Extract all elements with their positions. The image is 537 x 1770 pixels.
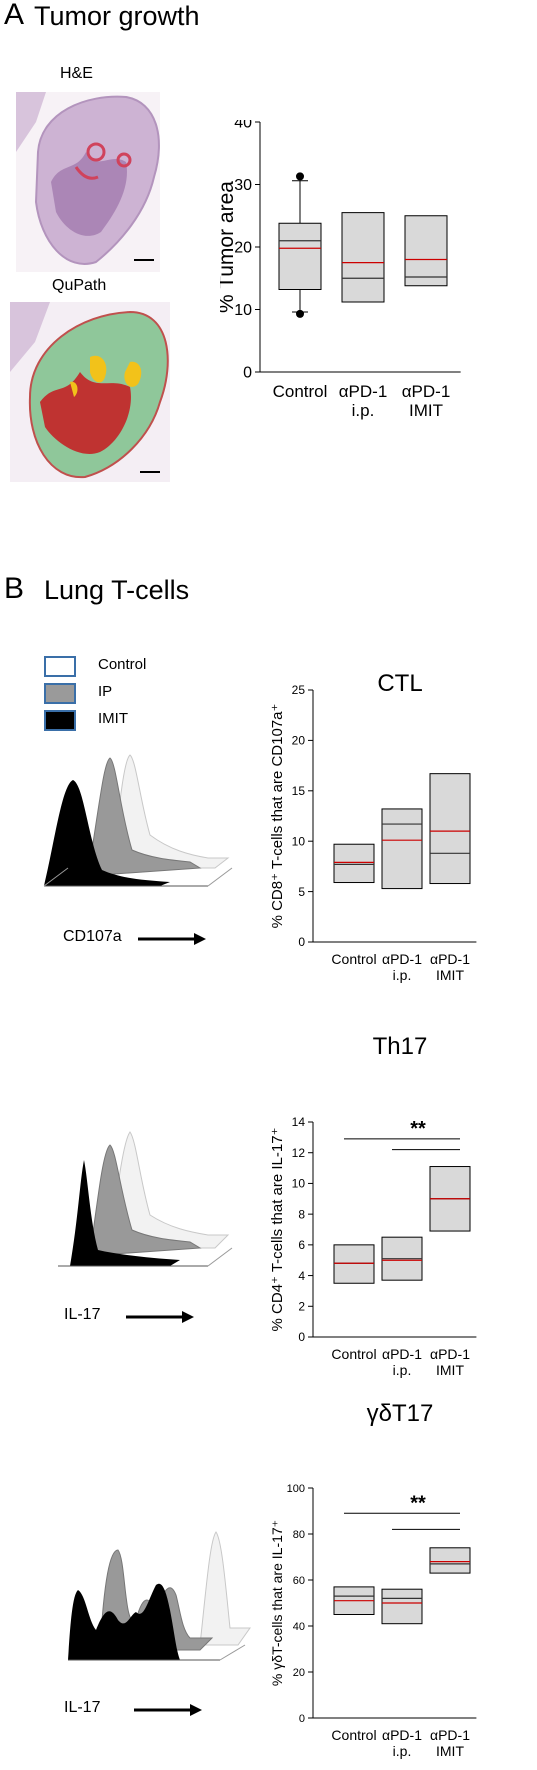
y-tick-label: 4 bbox=[298, 1269, 305, 1283]
box-0 bbox=[333, 843, 375, 884]
y-axis-label: % Tumor area bbox=[220, 181, 238, 313]
box-2 bbox=[429, 773, 471, 885]
category-label-line2: i.p. bbox=[393, 1362, 412, 1378]
qupath-segmentation-image bbox=[10, 302, 170, 482]
box-1 bbox=[341, 212, 385, 303]
category-label: αPD-1 bbox=[402, 382, 451, 401]
category-label: Control bbox=[273, 382, 328, 401]
legend-label-ip: IP bbox=[98, 683, 113, 700]
category-label: αPD-1 bbox=[430, 951, 470, 967]
y-tick-label: 20 bbox=[292, 734, 306, 748]
il17-histogram-th17 bbox=[58, 1131, 233, 1267]
y-tick-label: 6 bbox=[298, 1238, 305, 1252]
he-tissue-image bbox=[16, 92, 160, 272]
ctl-chart-title: CTL bbox=[377, 670, 423, 697]
category-label: αPD-1 bbox=[382, 1727, 422, 1743]
cd107a-arrow-icon bbox=[138, 933, 206, 945]
th17-chart: 0 2 4 6 8 10 12 14 % CD4⁺ T-cells that are IL-17… bbox=[269, 1115, 477, 1378]
category-label-line2: i.p. bbox=[393, 1743, 412, 1759]
y-tick-label: 30 bbox=[234, 177, 252, 194]
category-label-line2: IMIT bbox=[436, 967, 464, 983]
category-label: αPD-1 bbox=[382, 951, 422, 967]
legend-swatch-imit bbox=[44, 710, 76, 731]
y-tick-label: 0 bbox=[298, 935, 305, 949]
y-tick-label: 15 bbox=[292, 784, 306, 798]
outlier-point bbox=[296, 172, 304, 181]
y-tick-label: 5 bbox=[298, 885, 305, 899]
y-tick-label: 25 bbox=[292, 683, 306, 697]
y-tick-label: 60 bbox=[293, 1575, 305, 1587]
ctl-chart: 0 5 10 15 20 25 % CD8⁺ T-cells that are CD107a… bbox=[269, 683, 477, 983]
legend-swatch-ip bbox=[44, 683, 76, 704]
y-tick-label: 0 bbox=[243, 365, 252, 382]
il17-arrow-icon-gdt17 bbox=[134, 1704, 202, 1716]
y-tick-label: 12 bbox=[292, 1146, 306, 1160]
category-label: Control bbox=[331, 1346, 376, 1362]
y-tick-label: 14 bbox=[292, 1115, 306, 1129]
legend-label-control: Control bbox=[98, 656, 147, 673]
y-tick-label: 0 bbox=[298, 1330, 305, 1344]
he-image-label: H&E bbox=[60, 65, 93, 82]
box-2 bbox=[404, 215, 448, 287]
y-tick-label: 40 bbox=[234, 120, 252, 132]
panel-a-letter: A bbox=[4, 0, 25, 31]
gdt17-chart: 0 20 40 60 80 100 % γδT-cells that are IL-17⁺ C… bbox=[269, 1483, 477, 1759]
qupath-image-label: QuPath bbox=[52, 277, 107, 294]
il17-axis-label-gdt17: IL-17 bbox=[64, 1699, 101, 1716]
box-0 bbox=[278, 222, 322, 290]
category-label: αPD-1 bbox=[430, 1727, 470, 1743]
legend-label-imit: IMIT bbox=[98, 710, 128, 727]
y-tick-label: 20 bbox=[293, 1667, 305, 1679]
box-1 bbox=[381, 1588, 423, 1625]
category-label-line2: i.p. bbox=[352, 401, 375, 420]
il17-histogram-gdt17 bbox=[68, 1531, 251, 1661]
panel-b-letter: B bbox=[4, 572, 25, 605]
legend-swatch-control bbox=[44, 656, 76, 677]
box-1 bbox=[381, 808, 423, 890]
cd107a-histogram bbox=[43, 754, 233, 887]
il17-arrow-icon-th17 bbox=[126, 1311, 194, 1323]
th17-chart-title: Th17 bbox=[372, 1033, 428, 1060]
category-label-line2: i.p. bbox=[393, 967, 412, 983]
category-label: αPD-1 bbox=[382, 1346, 422, 1362]
y-axis-label: % CD8⁺ T-cells that are CD107a⁺ bbox=[269, 704, 286, 929]
y-axis-label: % CD4⁺ T-cells that are IL-17⁺ bbox=[269, 1128, 286, 1332]
category-label-line2: IMIT bbox=[436, 1743, 464, 1759]
y-tick-label: 80 bbox=[293, 1529, 305, 1541]
category-label: Control bbox=[331, 951, 376, 967]
significance-label: ** bbox=[410, 1492, 426, 1514]
category-label: Control bbox=[331, 1727, 376, 1743]
y-tick-label: 40 bbox=[293, 1621, 305, 1633]
cd107a-axis-label: CD107a bbox=[63, 928, 122, 945]
y-tick-label: 10 bbox=[292, 834, 306, 848]
category-label: αPD-1 bbox=[430, 1346, 470, 1362]
il17-axis-label-th17: IL-17 bbox=[64, 1306, 101, 1323]
category-label-line2: IMIT bbox=[436, 1362, 464, 1378]
outlier-point bbox=[296, 309, 304, 318]
y-tick-label: 10 bbox=[234, 302, 252, 319]
significance-label: ** bbox=[410, 1118, 426, 1140]
y-tick-label: 8 bbox=[298, 1207, 305, 1221]
box-2 bbox=[429, 1547, 471, 1574]
y-tick-label: 100 bbox=[287, 1483, 305, 1495]
category-label-line2: IMIT bbox=[409, 401, 443, 420]
category-label: αPD-1 bbox=[339, 382, 388, 401]
y-tick-label: 10 bbox=[292, 1177, 306, 1191]
y-tick-label: 20 bbox=[234, 240, 252, 257]
panel-b-title: Lung T-cells bbox=[44, 575, 190, 605]
y-axis-label: % γδT-cells that are IL-17⁺ bbox=[269, 1520, 285, 1686]
y-tick-label: 2 bbox=[298, 1299, 305, 1313]
gdt17-chart-title: γδT17 bbox=[366, 1400, 434, 1427]
y-tick-label: 0 bbox=[299, 1713, 305, 1725]
box-0 bbox=[333, 1244, 375, 1284]
panel-a-title: Tumor growth bbox=[34, 1, 200, 31]
